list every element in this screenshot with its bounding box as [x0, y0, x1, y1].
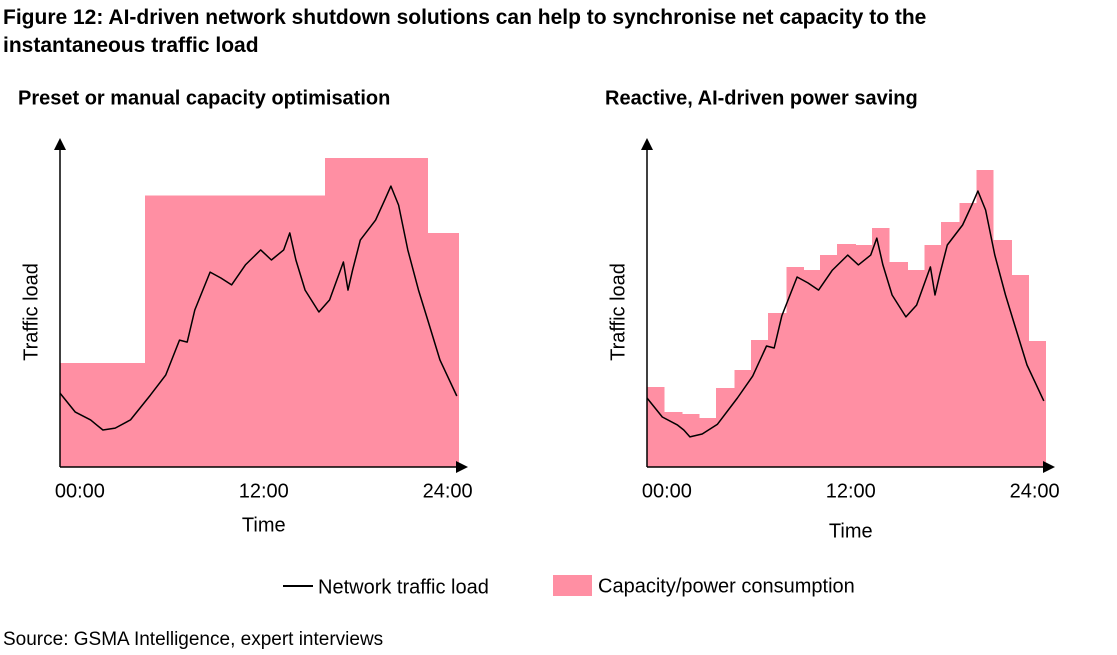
traffic-line [59, 185, 458, 431]
capacity-step [145, 195, 326, 467]
capacity-step [715, 387, 735, 467]
charts: Preset or manual capacity optimisation 00… [18, 87, 1060, 542]
capacity-step [803, 270, 821, 467]
capacity-step [941, 222, 961, 467]
x-axis-label: Time [829, 520, 873, 542]
x-tick-label: 00:00 [642, 480, 692, 502]
capacity-step [427, 232, 459, 467]
capacity-step [976, 170, 994, 468]
capacity-step [924, 244, 942, 467]
capacity-step [682, 414, 700, 467]
traffic-line [646, 190, 1045, 438]
capacity-step [663, 412, 683, 467]
capacity-step [768, 312, 787, 467]
x-tick-label: 24:00 [423, 480, 473, 502]
x-tick-label: 00:00 [55, 480, 105, 502]
legend-area-swatch [553, 575, 592, 596]
capacity-step [647, 386, 665, 467]
capacity-step [1011, 275, 1029, 467]
y-axis-label: Traffic load [20, 263, 42, 361]
capacity-step [820, 255, 838, 467]
capacity-step [751, 340, 769, 467]
source-note: Source: GSMA Intelligence, expert interv… [3, 629, 383, 650]
y-axis-label: Traffic load [607, 263, 629, 361]
x-tick-label: 24:00 [1010, 480, 1060, 502]
capacity-step [325, 157, 429, 468]
capacity-step [836, 243, 856, 467]
x-tick-label: 12:00 [826, 480, 876, 502]
capacity-step [699, 417, 717, 467]
capacity-step [60, 363, 146, 467]
capacity-step [872, 227, 890, 467]
x-tick-label: 12:00 [239, 480, 289, 502]
capacity-step [907, 270, 925, 467]
capacity-step [786, 266, 804, 467]
capacity-step [959, 203, 977, 467]
figure-title: Figure 12: AI-driven network shutdown so… [3, 6, 926, 57]
chart-title: Preset or manual capacity optimisation [18, 87, 390, 109]
capacity-step [734, 369, 752, 467]
legend-label: Capacity/power consumption [598, 575, 855, 597]
capacity-step [993, 240, 1013, 467]
capacity-step [1028, 341, 1046, 467]
legend-label: Network traffic load [318, 576, 489, 598]
x-axis-label: Time [242, 514, 286, 536]
chart-title: Reactive, AI-driven power saving [605, 87, 918, 109]
capacity-step [855, 244, 873, 467]
